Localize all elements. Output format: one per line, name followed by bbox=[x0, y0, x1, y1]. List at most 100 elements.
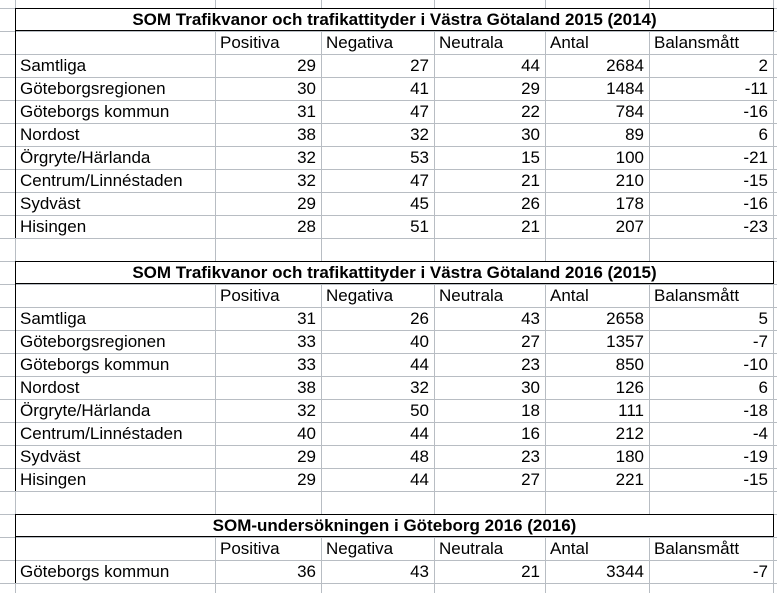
grid-row-line bbox=[0, 123, 777, 124]
value-cell: 5 bbox=[758, 309, 768, 328]
value-cell: -15 bbox=[743, 171, 768, 190]
value-cell: -23 bbox=[743, 217, 768, 236]
value-cell: 45 bbox=[410, 194, 429, 213]
grid-row-line bbox=[0, 238, 777, 239]
table-left-border bbox=[15, 261, 16, 491]
row-label-cell: Örgryte/Härlanda bbox=[20, 401, 151, 420]
value-cell: 44 bbox=[521, 56, 540, 75]
value-cell: 29 bbox=[297, 56, 316, 75]
grid-row-line bbox=[0, 491, 777, 492]
grid-row-line bbox=[0, 192, 777, 193]
value-cell: -21 bbox=[743, 148, 768, 167]
column-header-cell: Positiva bbox=[220, 539, 280, 558]
value-cell: 48 bbox=[410, 447, 429, 466]
value-cell: 21 bbox=[521, 562, 540, 581]
grid-row-line bbox=[0, 583, 777, 584]
value-cell: 3344 bbox=[606, 562, 644, 581]
value-cell: 2658 bbox=[606, 309, 644, 328]
value-cell: 16 bbox=[521, 424, 540, 443]
value-cell: -18 bbox=[743, 401, 768, 420]
value-cell: 178 bbox=[615, 194, 644, 213]
row-label-cell: Göteborgs kommun bbox=[20, 562, 170, 581]
value-cell: 40 bbox=[297, 424, 316, 443]
value-cell: 111 bbox=[618, 401, 644, 420]
grid-row-line bbox=[0, 54, 777, 55]
value-cell: 126 bbox=[615, 378, 644, 397]
value-cell: -7 bbox=[752, 562, 768, 581]
value-cell: 21 bbox=[521, 171, 540, 190]
value-cell: -7 bbox=[752, 332, 768, 351]
grid-row-line bbox=[0, 376, 777, 377]
value-cell: 43 bbox=[521, 309, 540, 328]
value-cell: 32 bbox=[297, 401, 316, 420]
row-label-cell: Göteborgs kommun bbox=[20, 102, 170, 121]
column-header-cell: Neutrala bbox=[439, 33, 504, 52]
value-cell: 41 bbox=[410, 79, 429, 98]
value-cell: 27 bbox=[410, 56, 429, 75]
row-label-cell: Hisingen bbox=[20, 470, 87, 489]
value-cell: 33 bbox=[297, 332, 316, 351]
value-cell: 30 bbox=[297, 79, 316, 98]
row-label-cell: Sydväst bbox=[20, 447, 81, 466]
row-label-cell: Centrum/Linnéstaden bbox=[20, 424, 183, 443]
value-cell: -15 bbox=[743, 470, 768, 489]
grid-row-line bbox=[0, 537, 777, 538]
value-cell: 29 bbox=[521, 79, 540, 98]
value-cell: 23 bbox=[521, 447, 540, 466]
value-cell: 40 bbox=[410, 332, 429, 351]
column-header-cell: Neutrala bbox=[439, 286, 504, 305]
column-header-cell: Balansmått bbox=[654, 33, 740, 52]
value-cell: 2 bbox=[758, 56, 768, 75]
row-label-cell: Örgryte/Härlanda bbox=[20, 148, 151, 167]
grid-row-line bbox=[0, 560, 777, 561]
value-cell: 850 bbox=[615, 355, 644, 374]
row-label-cell: Samtliga bbox=[20, 309, 87, 328]
value-cell: 33 bbox=[297, 355, 316, 374]
row-label-cell: Centrum/Linnéstaden bbox=[20, 171, 183, 190]
value-cell: 22 bbox=[521, 102, 540, 121]
column-header-cell: Neutrala bbox=[439, 539, 504, 558]
column-header-cell: Antal bbox=[550, 286, 589, 305]
value-cell: 207 bbox=[615, 217, 644, 236]
value-cell: -4 bbox=[752, 424, 768, 443]
column-header-cell: Negativa bbox=[326, 286, 394, 305]
value-cell: 44 bbox=[410, 424, 429, 443]
grid-row-line bbox=[0, 353, 777, 354]
table-title-cell: SOM-undersökningen i Göteborg 2016 (2016… bbox=[15, 514, 774, 537]
column-header-cell: Antal bbox=[550, 539, 589, 558]
value-cell: 51 bbox=[410, 217, 429, 236]
value-cell: 47 bbox=[410, 171, 429, 190]
grid-row-line bbox=[0, 31, 777, 32]
value-cell: 31 bbox=[297, 309, 316, 328]
column-header-cell: Negativa bbox=[326, 33, 394, 52]
value-cell: 221 bbox=[615, 470, 644, 489]
grid-column-line bbox=[545, 0, 546, 593]
value-cell: 28 bbox=[297, 217, 316, 236]
table-left-border bbox=[15, 514, 16, 583]
column-header-cell: Positiva bbox=[220, 33, 280, 52]
value-cell: -11 bbox=[744, 79, 768, 98]
value-cell: 32 bbox=[410, 378, 429, 397]
value-cell: -16 bbox=[743, 102, 768, 121]
row-label-cell: Göteborgsregionen bbox=[20, 332, 166, 351]
row-label-cell: Hisingen bbox=[20, 217, 87, 236]
grid-row-line bbox=[0, 307, 777, 308]
grid-row-line bbox=[0, 100, 777, 101]
value-cell: 212 bbox=[615, 424, 644, 443]
table-left-border bbox=[15, 8, 16, 238]
value-cell: 21 bbox=[521, 217, 540, 236]
table-title-cell: SOM Trafikvanor och trafikattityder i Vä… bbox=[15, 8, 774, 31]
grid-column-line bbox=[321, 0, 322, 593]
table-title-cell: SOM Trafikvanor och trafikattityder i Vä… bbox=[15, 261, 774, 284]
value-cell: 53 bbox=[410, 148, 429, 167]
grid-column-line bbox=[215, 0, 216, 593]
value-cell: 47 bbox=[410, 102, 429, 121]
value-cell: 32 bbox=[410, 125, 429, 144]
row-label-cell: Samtliga bbox=[20, 56, 87, 75]
value-cell: 6 bbox=[758, 125, 768, 144]
value-cell: 30 bbox=[521, 125, 540, 144]
column-header-cell: Positiva bbox=[220, 286, 280, 305]
value-cell: 32 bbox=[297, 148, 316, 167]
value-cell: 180 bbox=[615, 447, 644, 466]
value-cell: 32 bbox=[297, 171, 316, 190]
